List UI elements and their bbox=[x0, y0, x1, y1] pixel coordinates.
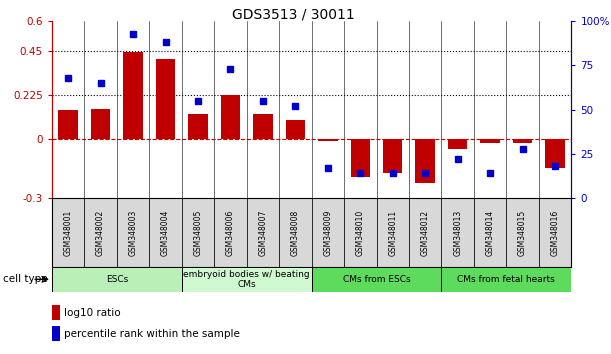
Bar bbox=[123, 52, 143, 139]
Bar bbox=[344, 198, 376, 267]
Bar bbox=[247, 198, 279, 267]
Bar bbox=[156, 59, 175, 139]
Bar bbox=[312, 198, 344, 267]
Bar bbox=[539, 198, 571, 267]
Bar bbox=[286, 120, 305, 139]
Bar bbox=[474, 198, 507, 267]
Bar bbox=[59, 110, 78, 139]
Text: GSM348008: GSM348008 bbox=[291, 210, 300, 256]
Bar bbox=[279, 198, 312, 267]
Text: cell type: cell type bbox=[3, 274, 48, 284]
Bar bbox=[513, 139, 532, 143]
Bar bbox=[253, 114, 273, 139]
Bar bbox=[52, 326, 60, 341]
Bar bbox=[182, 267, 312, 292]
Bar bbox=[117, 198, 149, 267]
Text: GSM348005: GSM348005 bbox=[194, 210, 202, 256]
Bar bbox=[52, 305, 60, 320]
Bar bbox=[52, 198, 84, 267]
Text: GSM348004: GSM348004 bbox=[161, 210, 170, 256]
Text: GSM348001: GSM348001 bbox=[64, 210, 73, 256]
Bar bbox=[442, 198, 474, 267]
Text: log10 ratio: log10 ratio bbox=[64, 308, 120, 318]
Text: GSM348006: GSM348006 bbox=[226, 210, 235, 256]
Text: ESCs: ESCs bbox=[106, 275, 128, 284]
Text: GSM348002: GSM348002 bbox=[96, 210, 105, 256]
Bar bbox=[149, 198, 182, 267]
Text: GDS3513 / 30011: GDS3513 / 30011 bbox=[232, 7, 355, 21]
Bar bbox=[84, 198, 117, 267]
Bar bbox=[415, 139, 435, 183]
Bar bbox=[182, 198, 214, 267]
Bar bbox=[546, 139, 565, 168]
Bar bbox=[188, 114, 208, 139]
Bar bbox=[351, 139, 370, 177]
Text: GSM348010: GSM348010 bbox=[356, 210, 365, 256]
Text: GSM348012: GSM348012 bbox=[421, 210, 430, 256]
Text: CMs from ESCs: CMs from ESCs bbox=[343, 275, 411, 284]
Text: GSM348013: GSM348013 bbox=[453, 210, 462, 256]
Bar bbox=[91, 109, 111, 139]
Text: percentile rank within the sample: percentile rank within the sample bbox=[64, 329, 240, 339]
Bar bbox=[52, 267, 182, 292]
Text: GSM348011: GSM348011 bbox=[388, 210, 397, 256]
Text: CMs from fetal hearts: CMs from fetal hearts bbox=[458, 275, 555, 284]
Text: embryoid bodies w/ beating
CMs: embryoid bodies w/ beating CMs bbox=[183, 270, 310, 289]
Bar bbox=[480, 139, 500, 143]
Bar bbox=[507, 198, 539, 267]
Text: GSM348015: GSM348015 bbox=[518, 210, 527, 256]
Text: GSM348016: GSM348016 bbox=[551, 210, 560, 256]
Text: GSM348009: GSM348009 bbox=[323, 210, 332, 256]
Text: GSM348003: GSM348003 bbox=[128, 210, 137, 256]
Bar bbox=[376, 198, 409, 267]
Bar bbox=[318, 139, 338, 141]
Bar bbox=[442, 267, 571, 292]
Text: GSM348014: GSM348014 bbox=[486, 210, 495, 256]
Bar bbox=[448, 139, 467, 149]
Bar bbox=[409, 198, 442, 267]
Bar bbox=[383, 139, 403, 173]
Text: GSM348007: GSM348007 bbox=[258, 210, 268, 256]
Bar bbox=[312, 267, 442, 292]
Bar bbox=[221, 95, 240, 139]
Bar bbox=[214, 198, 247, 267]
